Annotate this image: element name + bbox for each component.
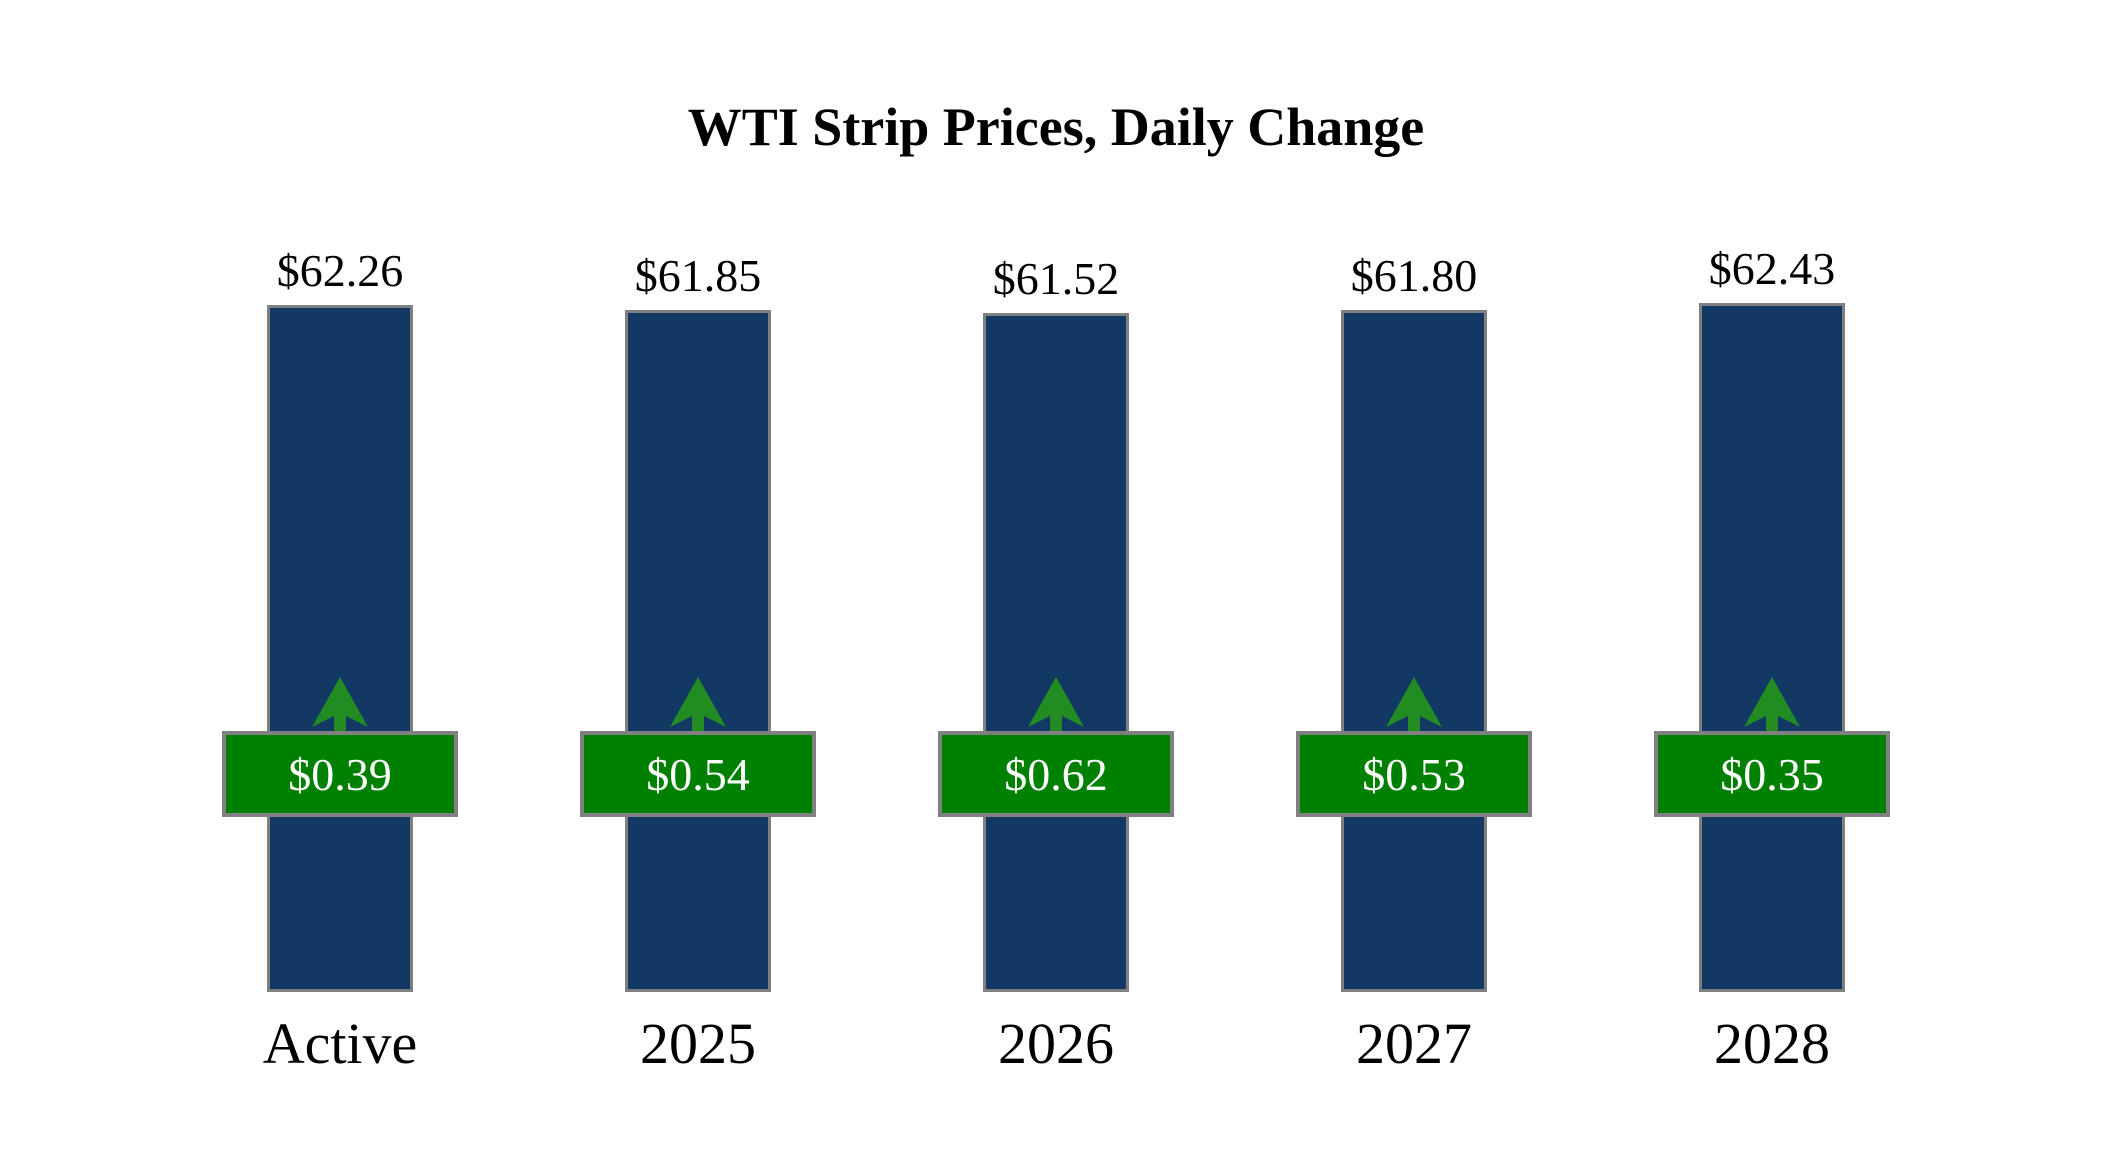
daily-change-value: $0.35 [1720, 748, 1824, 800]
bar-group-active: $62.26 $0.39 Active [161, 150, 519, 1100]
up-arrow-icon [1028, 677, 1084, 733]
strip-price-bar [1341, 310, 1487, 992]
up-arrow-icon [670, 677, 726, 733]
price-label: $61.85 [634, 250, 762, 302]
category-label: 2025 [640, 1011, 756, 1076]
strip-price-bar [267, 305, 413, 992]
category-label: Active [262, 1011, 418, 1076]
daily-change-badge: $0.35 [1654, 731, 1890, 817]
price-label: $61.52 [992, 253, 1120, 305]
category-label: 2026 [998, 1011, 1114, 1076]
price-label: $62.43 [1708, 243, 1836, 295]
daily-change-badge: $0.39 [222, 731, 458, 817]
plot-area: $62.26 $0.39 Active $61.85 $0.54 2025 $6… [0, 150, 2112, 1100]
price-label: $62.26 [276, 245, 404, 297]
bar-group-2028: $62.43 $0.35 2028 [1593, 150, 1951, 1100]
daily-change-value: $0.54 [646, 748, 750, 800]
up-arrow-icon [1386, 677, 1442, 733]
chart-title: WTI Strip Prices, Daily Change [687, 97, 1425, 157]
bar-group-2027: $61.80 $0.53 2027 [1235, 150, 1593, 1100]
strip-price-bar [983, 313, 1129, 992]
daily-change-badge: $0.54 [580, 731, 816, 817]
strip-price-bar [625, 310, 771, 992]
strip-price-bar [1699, 303, 1845, 992]
daily-change-value: $0.39 [288, 748, 392, 800]
daily-change-value: $0.53 [1362, 748, 1466, 800]
category-label: 2028 [1714, 1011, 1830, 1076]
category-label: 2027 [1356, 1011, 1472, 1076]
bar-group-2025: $61.85 $0.54 2025 [519, 150, 877, 1100]
up-arrow-icon [1744, 677, 1800, 733]
up-arrow-icon [312, 677, 368, 733]
daily-change-value: $0.62 [1004, 748, 1108, 800]
bar-group-2026: $61.52 $0.62 2026 [877, 150, 1235, 1100]
daily-change-badge: $0.62 [938, 731, 1174, 817]
daily-change-badge: $0.53 [1296, 731, 1532, 817]
price-label: $61.80 [1350, 250, 1478, 302]
